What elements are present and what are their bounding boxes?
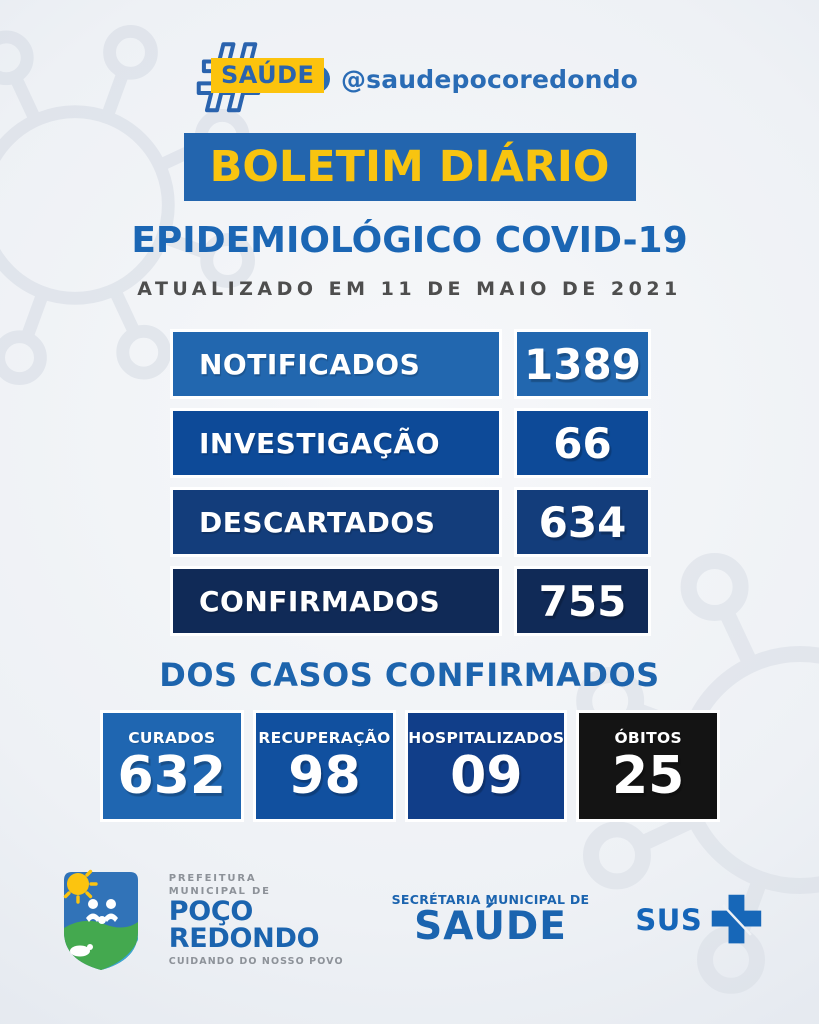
- confirmed-section-heading: DOS CASOS CONFIRMADOS: [159, 656, 660, 694]
- sus-label: SUS: [635, 903, 703, 937]
- poco-redondo-crest-icon: [63, 869, 138, 970]
- stat-value-confirmados: 755: [514, 566, 651, 636]
- instagram-row: @saudepocoredondo: [301, 64, 638, 94]
- instagram-handle: @saudepocoredondo: [340, 64, 639, 94]
- hashtag-saude-logo: # SAÚDE: [181, 30, 325, 122]
- stats-table: NOTIFICADOS 1389 INVESTIGAÇÃO 66 DESCART…: [170, 329, 651, 645]
- footer: PREFEITURA MUNICIPAL DE POÇO REDONDO CUI…: [0, 866, 819, 974]
- stat-label-notificados: NOTIFICADOS: [170, 329, 502, 399]
- stat-label-confirmados: CONFIRMADOS: [170, 566, 502, 636]
- card-recuperacao: RECUPERAÇÃO 98: [252, 710, 397, 822]
- sus-cross-icon: [711, 894, 762, 944]
- card-curados: CURADOS 632: [100, 710, 244, 822]
- stat-value-notificados: 1389: [514, 329, 651, 399]
- health-secretariat-wordmark: SECRÉTARIA MUNICIPAL DE SAÚDE: [392, 892, 590, 948]
- prefecture-tagline: CUIDANDO DO NOSSO POVO: [168, 956, 344, 967]
- table-row: CONFIRMADOS 755: [170, 566, 651, 636]
- stat-value-investigacao: 66: [514, 408, 651, 478]
- stat-label-descartados: DESCARTADOS: [170, 487, 502, 557]
- secretariat-line1: SECRÉTARIA MUNICIPAL DE: [391, 892, 590, 908]
- table-row: DESCARTADOS 634: [170, 487, 651, 557]
- table-row: NOTIFICADOS 1389: [170, 329, 651, 399]
- stat-label-investigacao: INVESTIGAÇÃO: [170, 408, 502, 478]
- secretariat-name: SAÚDE: [414, 904, 567, 950]
- card-hospitalizados: HOSPITALIZADOS 09: [405, 710, 568, 822]
- header: # SAÚDE @saudepocoredondo: [0, 30, 819, 122]
- bulletin-title: BOLETIM DIÁRIO: [209, 142, 610, 192]
- sus-logo: SUS: [635, 892, 764, 948]
- bulletin-title-banner: BOLETIM DIÁRIO: [183, 133, 636, 201]
- prefecture-name1: POÇO: [168, 896, 254, 927]
- prefecture-line2: MUNICIPAL DE: [168, 885, 271, 897]
- stat-value-descartados: 634: [514, 487, 651, 557]
- updated-date: ATUALIZADO EM 11 DE MAIO DE 2021: [137, 278, 682, 300]
- prefecture-wordmark: PREFEITURA MUNICIPAL DE POÇO REDONDO CUI…: [169, 873, 344, 967]
- confirmed-cards: CURADOS 632 RECUPERAÇÃO 98 HOSPITALIZADO…: [100, 710, 721, 822]
- table-row: INVESTIGAÇÃO 66: [170, 408, 651, 478]
- card-obitos: ÓBITOS 25: [576, 710, 721, 822]
- prefecture-name2: REDONDO: [168, 923, 320, 954]
- saude-logo-label: SAÚDE: [210, 58, 325, 93]
- prefecture-line1: PREFEITURA: [168, 873, 257, 884]
- bulletin-subtitle: EPIDEMIOLÓGICO COVID-19: [131, 220, 688, 261]
